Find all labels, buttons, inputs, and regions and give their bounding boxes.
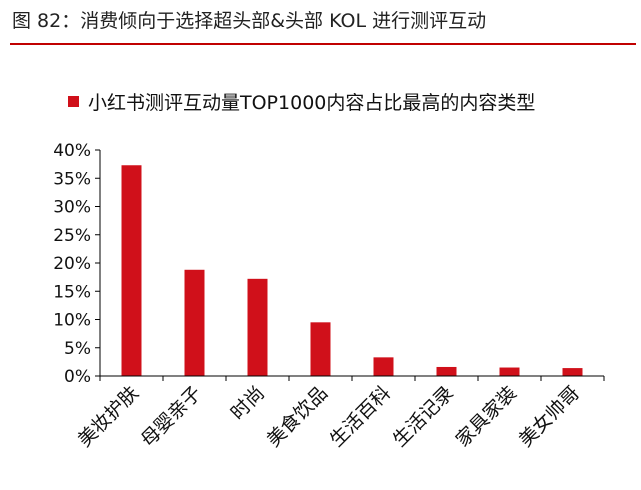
- x-category-label: 生活百科: [326, 382, 395, 451]
- y-tick-label: 20%: [53, 254, 91, 274]
- bar: [562, 368, 583, 376]
- chart-legend: 小红书测评互动量TOP1000内容占比最高的内容类型: [68, 92, 535, 114]
- x-category-label: 生活记录: [389, 382, 458, 451]
- bar: [310, 322, 331, 376]
- y-tick-label: 0%: [64, 367, 91, 387]
- y-tick-label: 40%: [53, 141, 91, 161]
- bar: [436, 366, 457, 376]
- y-tick-label: 5%: [64, 339, 91, 359]
- x-category-label: 家具家装: [452, 382, 521, 451]
- x-category-label: 时尚: [227, 382, 269, 424]
- title-rule: [10, 43, 636, 45]
- y-tick-label: 10%: [53, 311, 91, 331]
- x-category-label: 美食饮品: [263, 382, 332, 451]
- bar: [184, 269, 205, 376]
- bar: [247, 278, 268, 376]
- bar: [373, 357, 394, 376]
- x-category-label: 美女帅哥: [515, 382, 584, 451]
- y-tick-label: 35%: [53, 169, 91, 189]
- y-tick-label: 15%: [53, 282, 91, 302]
- y-axis: 0% 5% 10% 15% 20% 25% 30% 35% 40%: [53, 141, 101, 387]
- bars: [121, 165, 583, 376]
- x-category-label: 母婴亲子: [137, 382, 206, 451]
- figure-title: 图 82：消费倾向于选择超头部&头部 KOL 进行测评互动: [12, 10, 487, 32]
- x-category-label: 美妆护肤: [74, 382, 143, 451]
- legend-label: 小红书测评互动量TOP1000内容占比最高的内容类型: [88, 92, 535, 114]
- y-tick-label: 25%: [53, 226, 91, 246]
- legend-swatch: [68, 96, 79, 107]
- bar: [121, 165, 142, 376]
- bar: [499, 367, 520, 376]
- y-tick-label: 30%: [53, 198, 91, 218]
